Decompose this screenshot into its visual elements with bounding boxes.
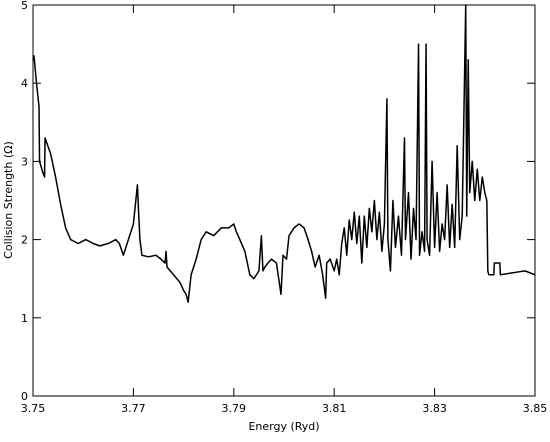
y-tick-label: 2 [21,234,28,247]
y-tick-label: 1 [21,312,28,325]
x-tick-label: 3.83 [422,402,447,415]
plot-frame [32,4,536,397]
y-axis-label: Collision Strength (Ω) [2,141,15,259]
x-tick-label: 3.77 [121,402,146,415]
x-tick-label: 3.85 [523,402,548,415]
y-tick-label: 5 [21,0,28,12]
x-tick-label: 3.75 [21,402,46,415]
x-axis-label: Energy (Ryd) [248,420,319,433]
y-tick-label: 3 [21,155,28,168]
data-line [32,4,536,303]
x-tick-label: 3.79 [222,402,247,415]
x-tick-label: 3.81 [322,402,347,415]
y-tick-label: 0 [21,390,28,403]
y-tick-label: 4 [21,77,28,90]
